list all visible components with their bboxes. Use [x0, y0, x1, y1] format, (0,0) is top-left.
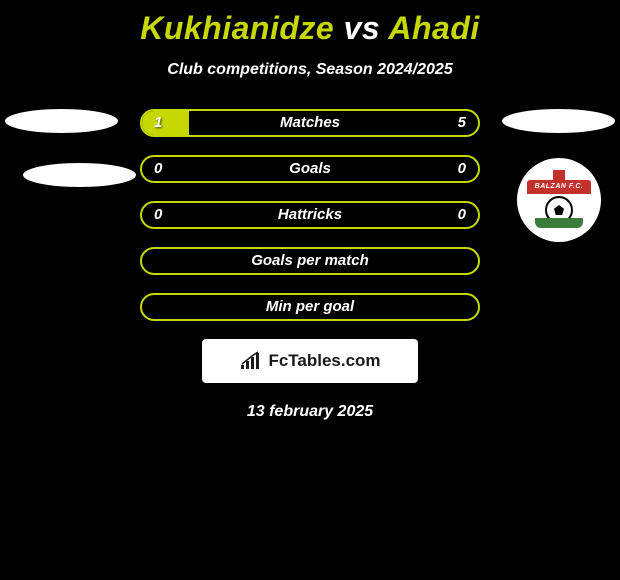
- bar-right-value: 0: [458, 157, 466, 181]
- badge-text: BALZAN F.C.: [527, 180, 591, 194]
- stat-bar: Matches1 5: [140, 109, 480, 137]
- brand-text: FcTables.com: [268, 351, 380, 371]
- placeholder-ellipse: [23, 163, 136, 187]
- bar-left-value: 1: [154, 111, 162, 135]
- left-team-placeholder: [5, 109, 136, 217]
- comparison-content: BALZAN F.C. Matches15Goals00Hattricks00G…: [0, 109, 620, 421]
- stat-bar: Min per goal: [140, 293, 480, 321]
- player2-name: Ahadi: [388, 10, 479, 46]
- stat-bar: Goals per match: [140, 247, 480, 275]
- right-team-placeholder: BALZAN F.C.: [502, 109, 615, 242]
- bar-left-value: 0: [154, 157, 162, 181]
- player1-name: Kukhianidze: [140, 10, 334, 46]
- subtitle: Club competitions, Season 2024/2025: [0, 61, 620, 79]
- vs-text: vs: [344, 10, 381, 46]
- page-title: Kukhianidze vs Ahadi: [0, 0, 620, 47]
- bar-label: Goals per match: [142, 249, 478, 273]
- placeholder-ellipse: [5, 109, 118, 133]
- chart-icon: [239, 351, 263, 371]
- bar-label: Min per goal: [142, 295, 478, 319]
- bar-label: Matches: [142, 111, 478, 135]
- bar-label: Hattricks: [142, 203, 478, 227]
- bar-right-value: 5: [458, 111, 466, 135]
- bar-left-value: 0: [154, 203, 162, 227]
- badge-crown-icon: [553, 170, 565, 180]
- stat-bar: Goals0 0: [140, 155, 480, 183]
- stat-bar: Hattricks0 0: [140, 201, 480, 229]
- bar-label: Goals: [142, 157, 478, 181]
- placeholder-ellipse: [502, 109, 615, 133]
- stat-bars: Matches15Goals00Hattricks00Goals per mat…: [140, 109, 480, 321]
- bar-right-value: 0: [458, 203, 466, 227]
- date-text: 13 february 2025: [0, 403, 620, 421]
- team-badge: BALZAN F.C.: [517, 158, 601, 242]
- badge-base: [535, 218, 583, 228]
- brand-box: FcTables.com: [202, 339, 418, 383]
